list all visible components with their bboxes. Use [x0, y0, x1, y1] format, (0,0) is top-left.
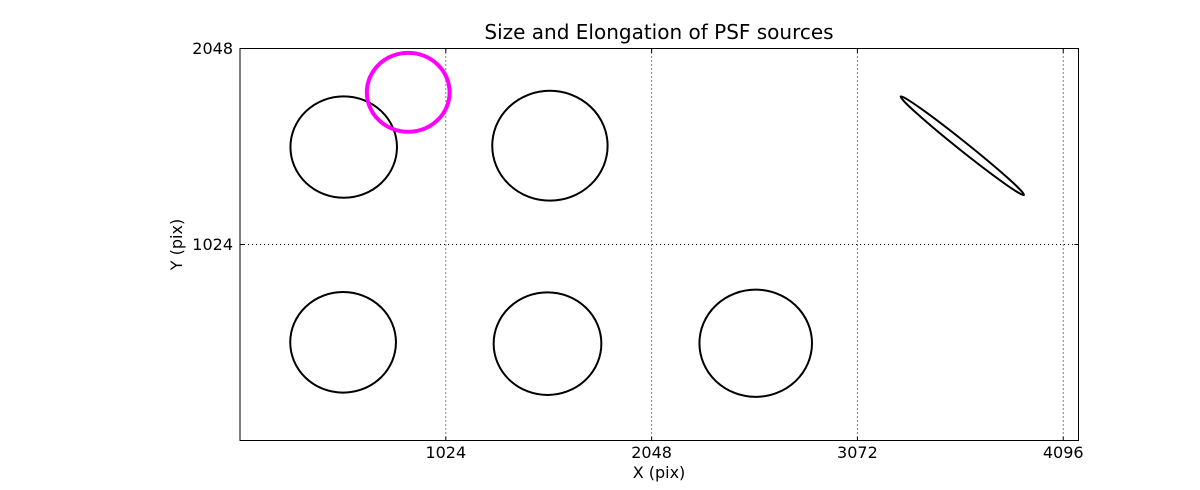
axes-layer [239, 48, 1079, 441]
psf-source-7 [364, 50, 452, 134]
psf-source-6 [698, 288, 813, 398]
x-tick-label-2048: 2048 [631, 443, 672, 462]
y-tick-label-1024: 1024 [192, 235, 233, 254]
y-tick-label-2048: 2048 [192, 39, 233, 58]
psf-source-2 [491, 89, 609, 202]
y-axis-label: Y (pix) [167, 219, 186, 271]
psf-source-3 [899, 95, 1025, 197]
psf-source-4 [289, 290, 397, 394]
grid-layer [240, 48, 1079, 441]
x-tick-label-3072: 3072 [837, 443, 878, 462]
psf-source-1 [289, 95, 398, 199]
sources-layer [289, 50, 1025, 398]
plot-title: Size and Elongation of PSF sources [484, 20, 833, 44]
psf-source-5 [492, 291, 603, 396]
x-tick-label-1024: 1024 [425, 443, 466, 462]
x-axis-label: X (pix) [633, 463, 686, 482]
x-tick-label-4096: 4096 [1043, 443, 1084, 462]
tick-label-layer: 1024 2048 3072 4096 1024 2048 [192, 39, 1083, 462]
